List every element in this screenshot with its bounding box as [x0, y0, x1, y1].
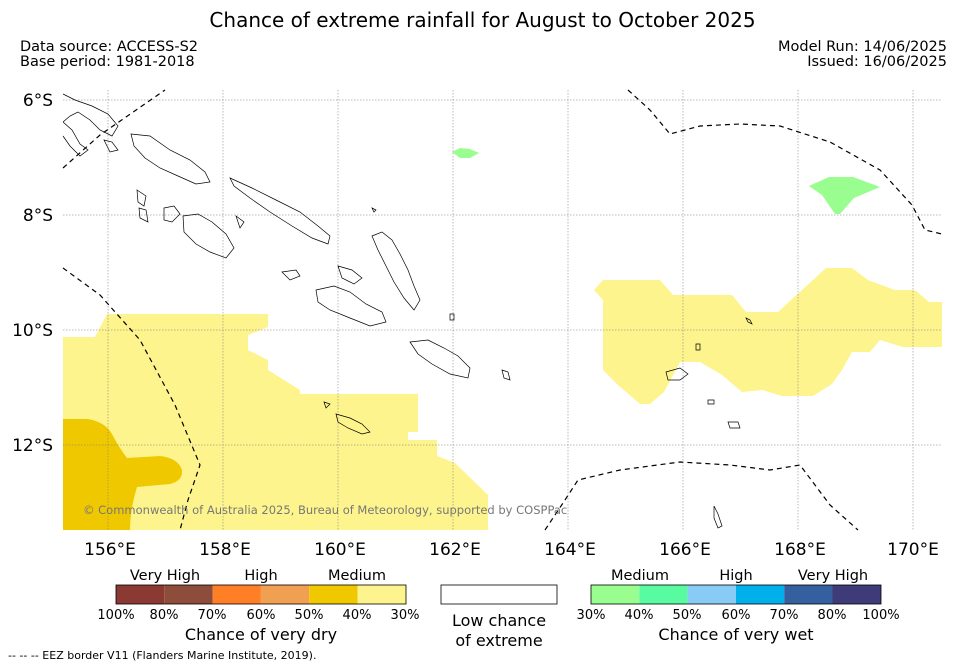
lon-axis-labels: 156°E 158°E 160°E 162°E 164°E 166°E 168°…: [84, 540, 939, 560]
lat-label-6s: 6°S: [23, 91, 53, 111]
legend-wet-tick-40: 40%: [625, 608, 654, 623]
legend-dry-swatch-1: [116, 585, 165, 604]
base-period: Base period: 1981-2018: [20, 54, 195, 70]
lon-label-166e: 166°E: [659, 540, 711, 560]
legend-dry-tick-40: 40%: [343, 608, 372, 623]
wet-region: [452, 148, 880, 214]
legend-low-chance-swatch: [440, 584, 558, 605]
legend-dry-swatch-3: [212, 585, 261, 604]
lon-label-164e: 164°E: [544, 540, 596, 560]
legend-dry: Very High High Medium 100% 80% 70% 60% 5…: [97, 568, 419, 644]
lat-axis-labels: 6°S 8°S 10°S 12°S: [12, 91, 53, 456]
legend-wet-tick-30: 30%: [577, 608, 606, 623]
dry-region-east: [594, 268, 942, 404]
lat-label-8s: 8°S: [23, 206, 53, 226]
legend-dry-tick-30: 30%: [391, 608, 420, 623]
meta-left: Data source: ACCESS-S2 Base period: 1981…: [20, 40, 198, 70]
legend-dry-medium: Medium: [328, 568, 386, 584]
legend-dry-tick-70: 70%: [198, 608, 227, 623]
legend-dry-swatch-6: [357, 585, 406, 604]
legend-low-chance: Low chance of extreme: [440, 584, 558, 650]
legend-wet-tick-80: 80%: [818, 608, 847, 623]
lon-label-160e: 160°E: [314, 540, 366, 560]
legend-wet-tick-70: 70%: [770, 608, 799, 623]
copyright-notice: © Commonwealth of Australia 2025, Bureau…: [83, 503, 568, 517]
legend-wet-swatch-3: [687, 585, 736, 604]
lon-label-156e: 156°E: [84, 540, 136, 560]
legend-dry-tick-60: 60%: [247, 608, 276, 623]
legend-dry-tick-50: 50%: [295, 608, 324, 623]
legend-wet-swatch-4: [735, 585, 785, 604]
legend-dry-high: High: [244, 568, 277, 584]
legend-dry-swatch-4: [260, 585, 310, 604]
lon-label-158e: 158°E: [199, 540, 251, 560]
legend-wet-tick-100: 100%: [862, 608, 899, 623]
lon-label-162e: 162°E: [429, 540, 481, 560]
model-run: Model Run: 14/06/2025: [777, 39, 947, 55]
dry-region-40-50: [63, 419, 183, 530]
legend-wet-swatch-2: [639, 585, 688, 604]
lon-label-168e: 168°E: [774, 540, 826, 560]
legend-wet-medium: Medium: [611, 568, 669, 584]
coastlines: [62, 93, 753, 529]
legend-wet-swatch-5: [784, 585, 833, 604]
legend-wet: Medium High Very High 30% 40% 50% 60% 70…: [577, 568, 900, 644]
data-source: Data source: ACCESS-S2: [20, 39, 199, 55]
lat-label-10s: 10°S: [12, 321, 53, 341]
legend-wet-tick-50: 50%: [673, 608, 702, 623]
lat-label-12s: 12°S: [12, 436, 53, 456]
legend-dry-swatch-2: [164, 585, 213, 604]
legend-dry-tick-80: 80%: [150, 608, 179, 623]
issued-date: Issued: 16/06/2025: [807, 54, 947, 70]
legend-dry-tick-100: 100%: [97, 608, 134, 623]
legend-wet-swatch-6: [832, 585, 881, 604]
legend-wet-swatch-1: [591, 585, 640, 604]
eez-borders: [62, 89, 943, 531]
legend-low-chance-line1: Low chance: [452, 611, 546, 630]
legend-wet-tick-60: 60%: [722, 608, 751, 623]
eez-footer-note: -- -- -- EEZ border V11 (Flanders Marine…: [8, 649, 317, 662]
legend-low-chance-line2: of extreme: [455, 631, 542, 650]
legend-dry-title: Chance of very dry: [185, 625, 337, 644]
legend-wet-title: Chance of very wet: [658, 625, 813, 644]
legend-dry-swatch-5: [309, 585, 358, 604]
gridlines: [63, 90, 942, 530]
map-title: Chance of extreme rainfall for August to…: [209, 8, 756, 32]
legend-dry-very-high: Very High: [130, 568, 200, 584]
lon-label-170e: 170°E: [887, 540, 939, 560]
legend-wet-very-high: Very High: [798, 568, 868, 584]
meta-right: Model Run: 14/06/2025 Issued: 16/06/2025: [778, 40, 947, 70]
legend-wet-high: High: [719, 568, 752, 584]
